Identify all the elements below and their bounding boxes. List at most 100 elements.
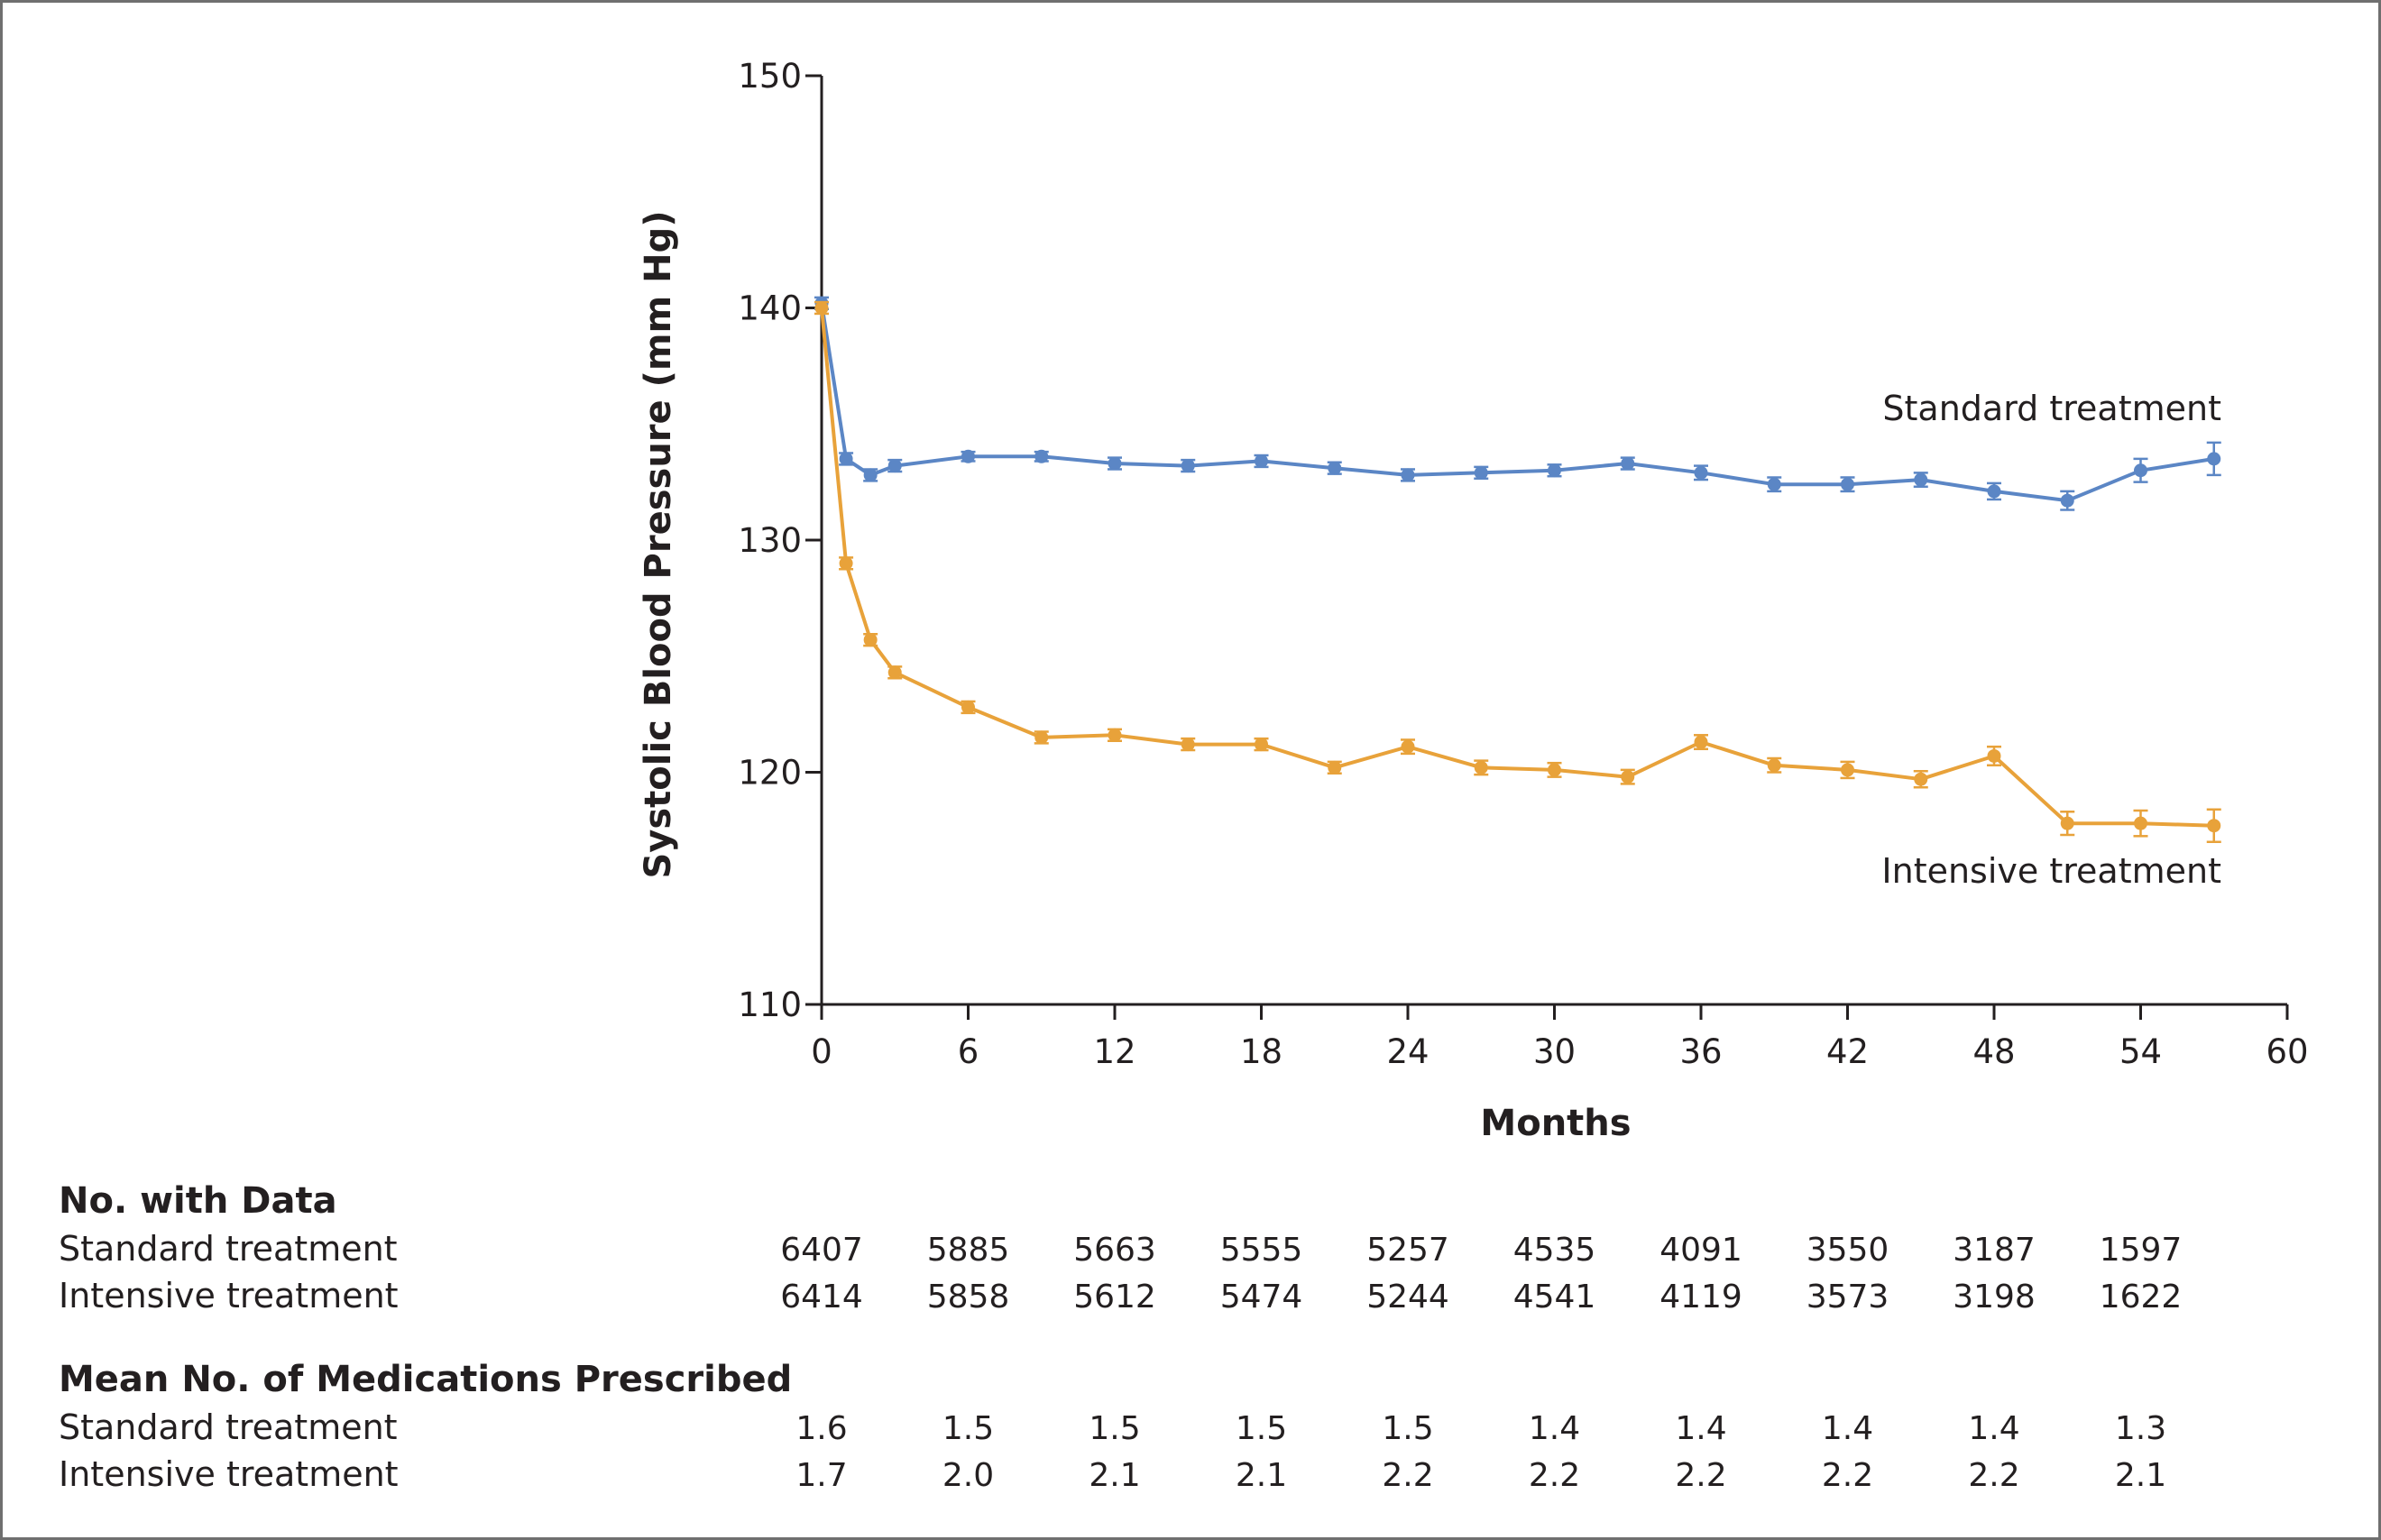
table-cell: 1622 <box>2100 1279 2183 1315</box>
y-tick-label: 130 <box>738 521 802 560</box>
table-row-label: Intensive treatment <box>59 1276 399 1315</box>
data-point-standard <box>1767 477 1781 491</box>
table-cell: 5474 <box>1220 1279 1303 1315</box>
data-point-intensive <box>1474 760 1488 775</box>
data-point-intensive <box>839 556 853 571</box>
table-cell: 4091 <box>1659 1232 1742 1269</box>
table-cell: 6414 <box>780 1279 863 1315</box>
table-cell: 2.2 <box>1529 1457 1580 1494</box>
data-point-intensive <box>1181 738 1195 752</box>
table-cell: 3198 <box>1953 1279 2036 1315</box>
data-point-intensive <box>863 633 878 647</box>
table-cell: 2.1 <box>1089 1457 1140 1494</box>
data-point-intensive <box>1401 739 1415 754</box>
data-point-intensive <box>1548 763 1561 777</box>
table-cell: 1.6 <box>795 1410 847 1447</box>
table-cell: 5555 <box>1220 1232 1303 1269</box>
table-cell: 1.7 <box>795 1457 847 1494</box>
table-cell: 1.5 <box>1382 1410 1433 1447</box>
table-cell: 3573 <box>1806 1279 1889 1315</box>
data-point-standard <box>1548 463 1561 478</box>
table-cell: 5885 <box>927 1232 1010 1269</box>
data-point-intensive <box>1767 758 1781 773</box>
data-point-standard <box>961 449 975 463</box>
data-point-intensive <box>2060 816 2074 830</box>
data-point-standard <box>1255 454 1268 468</box>
data-point-intensive <box>1694 735 1708 749</box>
table-cell: 2.2 <box>1822 1457 1873 1494</box>
data-point-standard <box>1914 472 1928 487</box>
table-row-label: Intensive treatment <box>59 1454 399 1494</box>
data-point-intensive <box>1841 763 1854 777</box>
data-point-intensive <box>2207 819 2221 833</box>
data-point-standard <box>863 468 878 482</box>
table-cell: 4535 <box>1513 1232 1596 1269</box>
table-title: No. with Data <box>59 1180 337 1222</box>
y-tick-label: 140 <box>738 289 802 328</box>
table-cell: 1.4 <box>1968 1410 2019 1447</box>
table-cell: 2.2 <box>1675 1457 1726 1494</box>
x-tick-label: 54 <box>2119 1032 2162 1071</box>
data-point-standard <box>887 459 902 473</box>
x-tick-label: 0 <box>811 1032 832 1071</box>
data-point-standard <box>1328 461 1342 475</box>
table-cell: 2.1 <box>2115 1457 2166 1494</box>
data-point-standard <box>1694 465 1708 480</box>
table-cell: 1.4 <box>1822 1410 1873 1447</box>
data-point-standard <box>1108 456 1122 471</box>
table-row-label: Standard treatment <box>59 1407 398 1447</box>
x-tick-label: 36 <box>1679 1032 1722 1071</box>
series-line-standard <box>820 303 2215 503</box>
chart-svg: 110 120 130 140 150 0 6 12 18 24 30 36 42 48 54 60 Month… <box>59 57 2309 1494</box>
table-cell: 1.5 <box>1089 1410 1140 1447</box>
x-tick-label: 42 <box>1826 1032 1869 1071</box>
table-cell: 1.5 <box>942 1410 994 1447</box>
data-point-intensive <box>961 700 975 714</box>
x-tick-label: 18 <box>1240 1032 1282 1071</box>
y-tick-label: 110 <box>738 985 802 1024</box>
table-cell: 1.4 <box>1675 1410 1726 1447</box>
data-point-standard <box>1474 465 1488 480</box>
y-tick-label: 120 <box>738 754 802 793</box>
data-point-intensive <box>887 665 902 680</box>
x-tick-label: 12 <box>1093 1032 1135 1071</box>
y-axis-title: Systolic Blood Pressure (mm Hg) <box>638 210 679 878</box>
table-cell: 2.0 <box>942 1457 994 1494</box>
x-tick-label: 48 <box>1972 1032 2015 1071</box>
series-label-intensive: Intensive treatment <box>1881 851 2221 891</box>
x-axis-title: Months <box>1480 1103 1631 1144</box>
data-point-intensive <box>2134 816 2147 830</box>
x-tick-label: 30 <box>1533 1032 1576 1071</box>
table-cell: 2.1 <box>1236 1457 1287 1494</box>
table-cell: 5663 <box>1073 1232 1156 1269</box>
data-point-intensive <box>1987 748 2001 763</box>
data-point-intensive <box>1621 770 1635 784</box>
table-cell: 5244 <box>1366 1279 1449 1315</box>
table-cell: 1.3 <box>2115 1410 2166 1447</box>
data-point-intensive <box>1034 730 1049 745</box>
series-label-standard: Standard treatment <box>1882 389 2221 428</box>
table-cell: 5858 <box>927 1279 1010 1315</box>
data-point-standard <box>2134 463 2147 478</box>
table-cell: 2.2 <box>1968 1457 2019 1494</box>
table-cell: 4541 <box>1513 1279 1596 1315</box>
table-cell: 3550 <box>1806 1232 1889 1269</box>
table-cell: 5257 <box>1366 1232 1449 1269</box>
table-cell: 1.4 <box>1529 1410 1580 1447</box>
table-cell: 1.5 <box>1236 1410 1287 1447</box>
data-point-standard <box>1034 449 1049 463</box>
y-tick-label: 150 <box>738 57 802 96</box>
data-point-standard <box>1841 477 1854 491</box>
data-point-standard <box>2060 493 2074 508</box>
data-point-standard <box>1621 456 1635 471</box>
data-point-intensive <box>1108 728 1122 742</box>
data-point-standard <box>2207 452 2221 466</box>
table-cell: 4119 <box>1659 1279 1742 1315</box>
data-point-intensive <box>1328 760 1342 775</box>
data-point-standard <box>1987 484 2001 499</box>
data-point-intensive <box>1914 772 1928 786</box>
table-cell: 1597 <box>2100 1232 2183 1269</box>
x-tick-label: 60 <box>2266 1032 2308 1071</box>
data-point-standard <box>1181 459 1195 473</box>
